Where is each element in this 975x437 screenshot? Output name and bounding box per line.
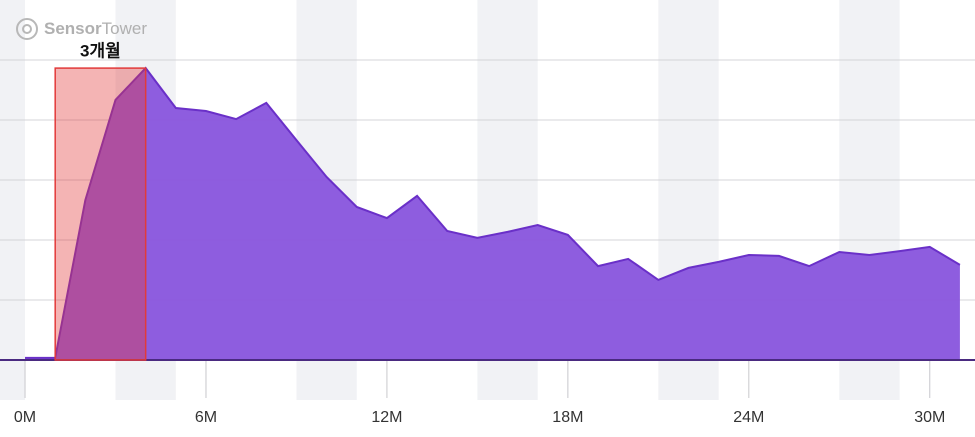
background-band (0, 0, 26, 400)
x-tick-label: 18M (552, 409, 583, 426)
logo-sensor: Sensor (44, 19, 102, 38)
logo-tower: Tower (102, 19, 148, 38)
x-tick-label: 24M (733, 409, 764, 426)
logo-icon (16, 18, 38, 40)
highlight-label: 3개월 (80, 41, 121, 60)
x-tick-label: 12M (371, 409, 402, 426)
logo-text: SensorTower (44, 19, 147, 38)
area (25, 68, 960, 360)
x-tick-label: 6M (195, 409, 217, 426)
x-tick-label: 0M (14, 409, 36, 426)
x-tick-label: 30M (914, 409, 945, 426)
logo-icon (22, 24, 32, 34)
line (25, 66, 961, 359)
highlight-box (54, 67, 147, 361)
watermark: SensorTower (16, 18, 147, 40)
